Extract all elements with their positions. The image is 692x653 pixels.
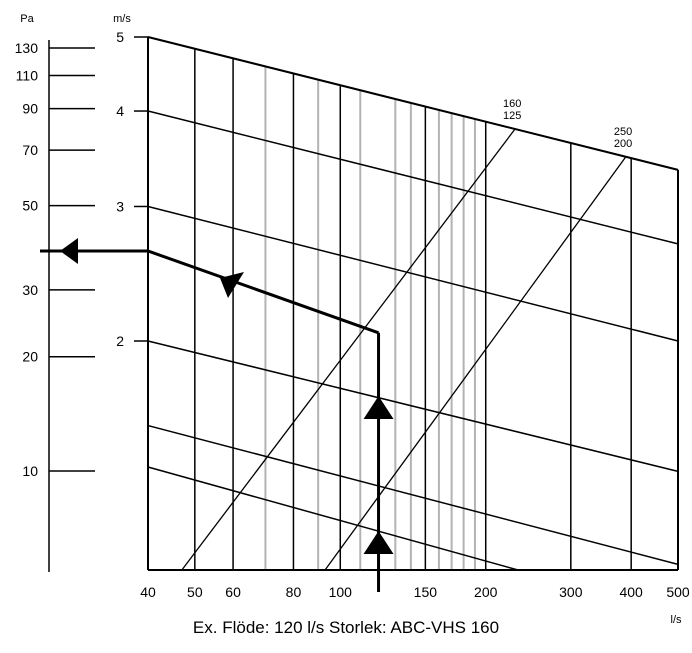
pressure-line <box>147 205 679 342</box>
pressure-tick-label: 50 <box>22 198 38 214</box>
x-axis-tick-labels: 40 50 60 80 100 150 200 300 400 500 l/s <box>140 584 690 626</box>
x-tick-label: 80 <box>286 584 302 600</box>
x-tick-label: 300 <box>559 584 583 600</box>
x-tick-label: 400 <box>619 584 643 600</box>
x-tick-label: 100 <box>329 584 353 600</box>
example-arrow-up <box>363 396 394 419</box>
x-tick-label: 40 <box>140 584 156 600</box>
pressure-tick-label: 10 <box>22 463 38 479</box>
velocity-tick-label: 3 <box>116 198 124 214</box>
major-gridlines <box>194 48 632 570</box>
example-arrow-along <box>220 272 244 298</box>
duct-size-label-top: 160 <box>503 98 521 110</box>
x-tick-label: 150 <box>414 584 438 600</box>
duct-size-line <box>181 128 516 571</box>
pressure-line <box>147 110 679 245</box>
example-caption: Ex. Flöde: 120 l/s Storlek: ABC-VHS 160 <box>192 618 500 637</box>
velocity-tick-label: 5 <box>116 29 124 45</box>
pressure-tick-label: 110 <box>16 68 39 84</box>
pressure-lines <box>147 36 679 571</box>
pressure-line <box>147 340 679 473</box>
left-axes: 5 4 3 2 m/s 130 110 90 70 50 30 20 10 Pa <box>15 13 148 572</box>
minor-gridlines <box>264 66 476 570</box>
x-tick-label: 200 <box>474 584 498 600</box>
duct-size-label-bottom: 200 <box>614 138 632 150</box>
top-border <box>147 36 679 171</box>
duct-size-label-bottom: 125 <box>503 110 521 122</box>
example-path-line <box>40 249 380 335</box>
pressure-tick-label: 30 <box>22 282 38 298</box>
pressure-tick-label: 20 <box>22 349 38 365</box>
x-tick-label: 50 <box>187 584 203 600</box>
duct-size-line <box>324 156 627 571</box>
chart-frame <box>147 36 679 571</box>
duct-size-label-top: 250 <box>614 126 632 138</box>
pressure-tick-label: 90 <box>22 101 38 117</box>
velocity-tick-label: 2 <box>116 333 124 349</box>
example-arrow-up <box>363 531 394 554</box>
pressure-tick-label: 70 <box>22 142 38 158</box>
x-axis-unit: l/s <box>671 614 683 626</box>
example-arrow-left <box>60 238 78 264</box>
example-path <box>40 238 394 592</box>
pressure-line <box>147 424 679 566</box>
velocity-tick-label: 4 <box>116 103 124 119</box>
pressure-tick-label: 130 <box>15 40 39 56</box>
x-tick-label: 500 <box>666 584 690 600</box>
pressure-unit: Pa <box>20 13 34 25</box>
pressure-line <box>147 466 519 571</box>
x-tick-label: 60 <box>225 584 241 600</box>
velocity-unit: m/s <box>113 13 131 25</box>
